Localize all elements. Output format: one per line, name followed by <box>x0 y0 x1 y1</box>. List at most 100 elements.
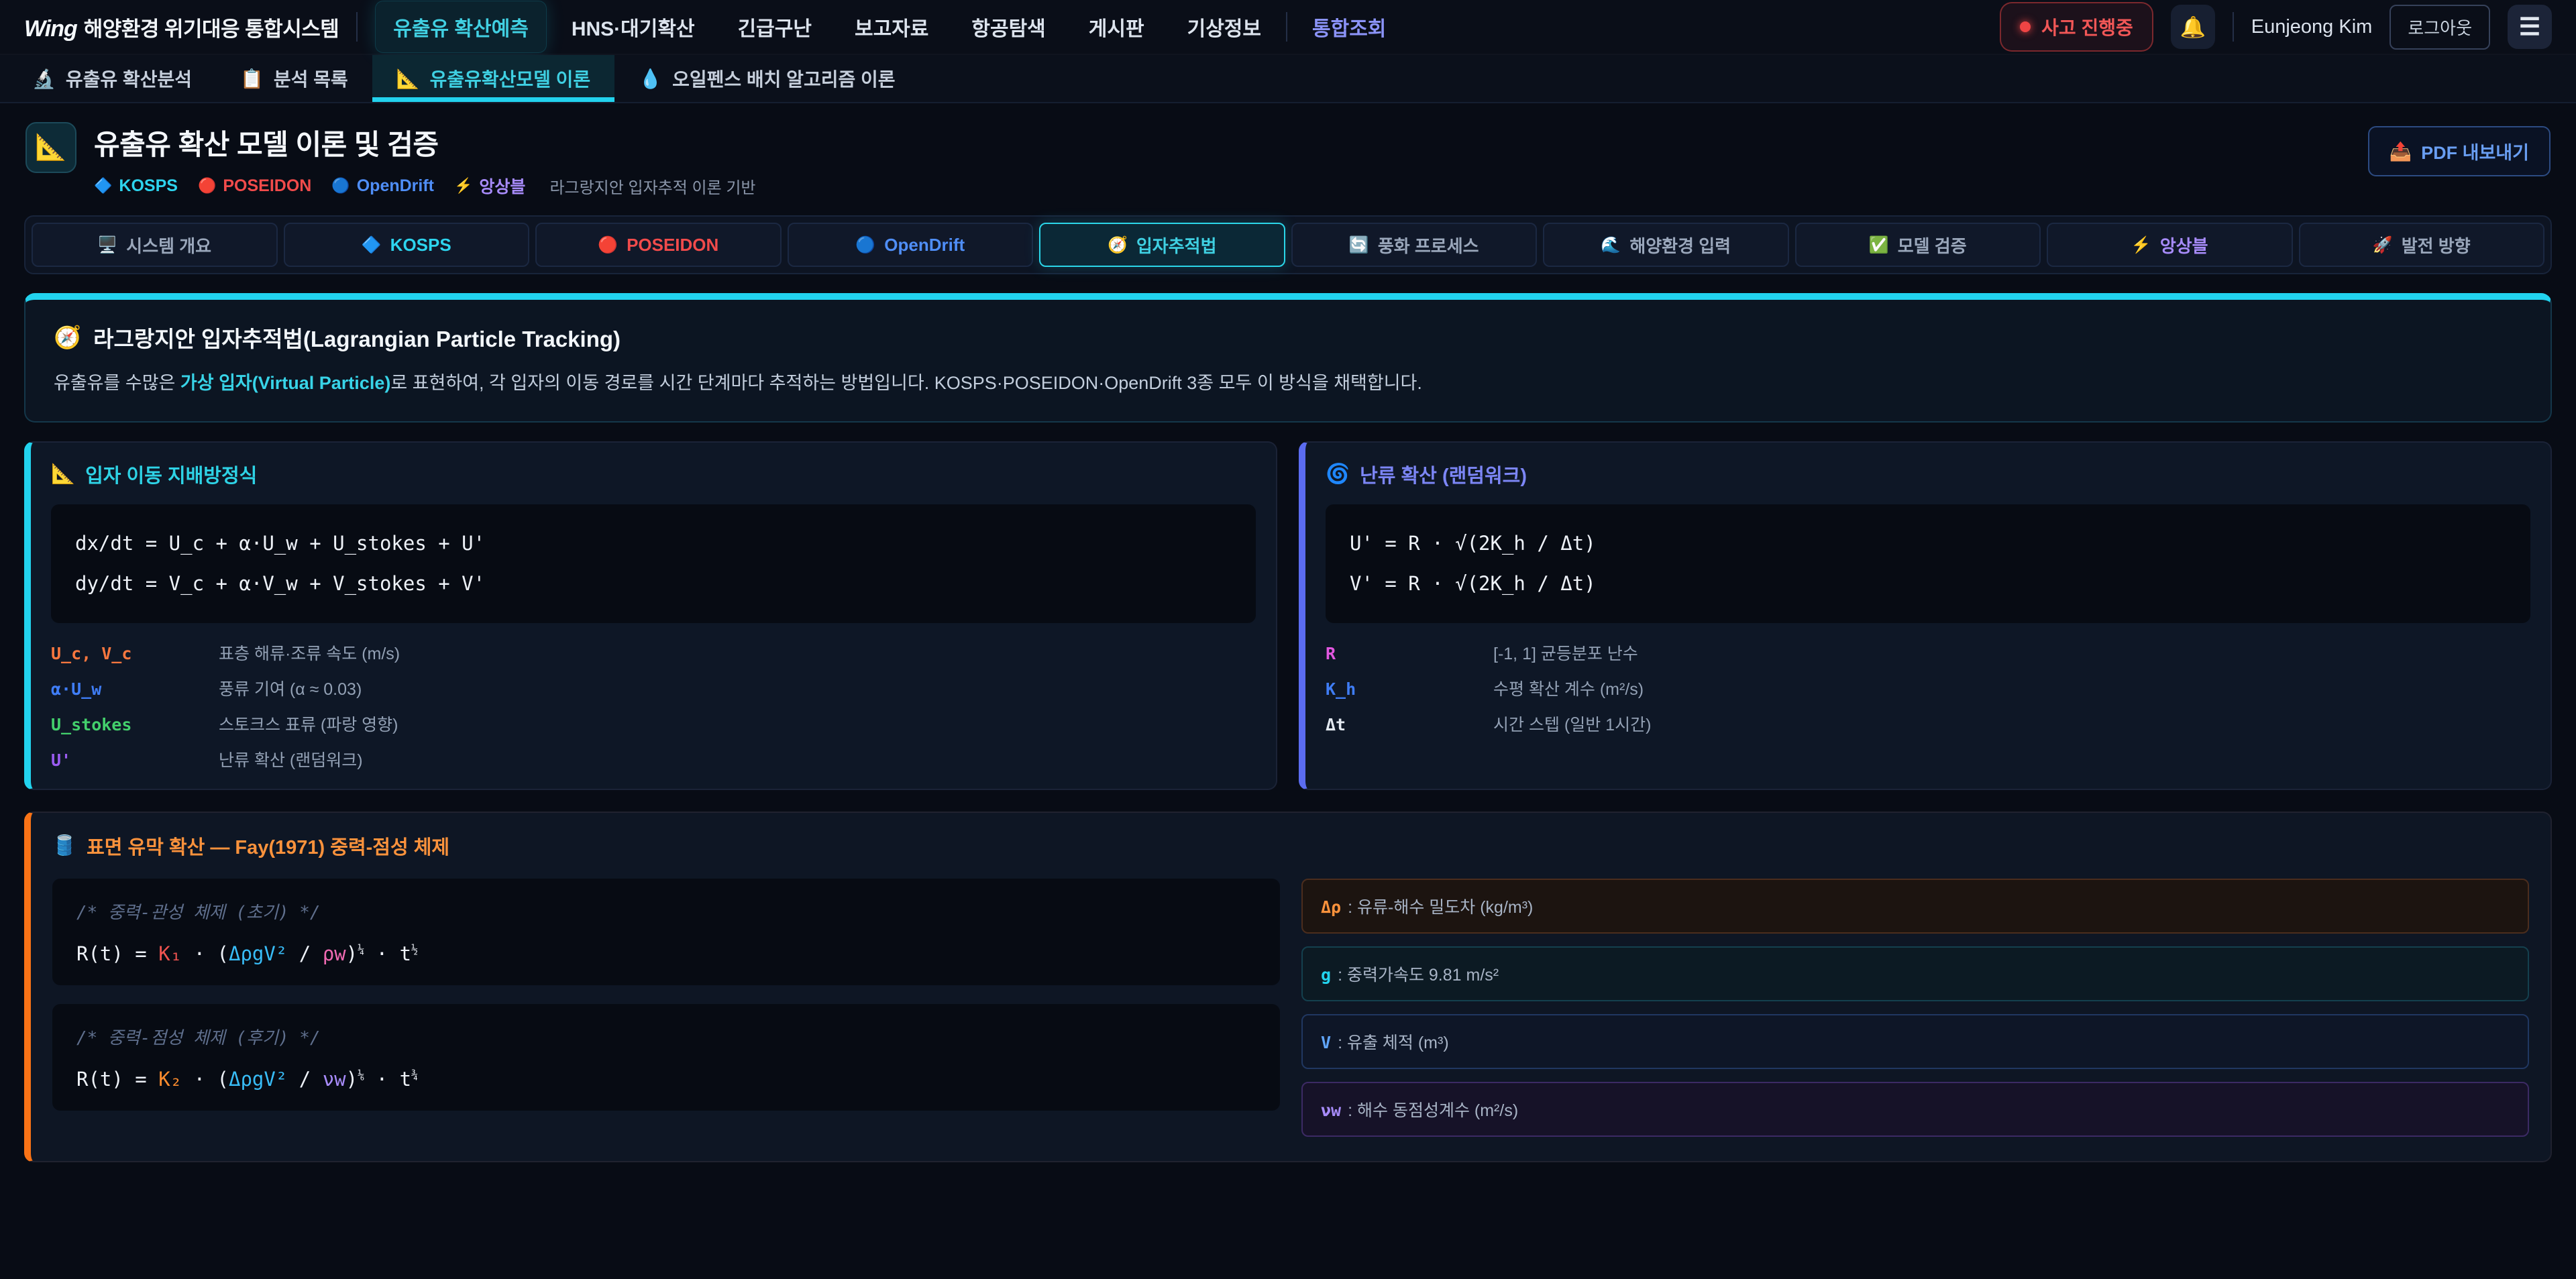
badge-ensemble: ⚡ 앙상블 <box>454 174 525 198</box>
divider <box>356 12 358 42</box>
main-nav: 유출유 확산예측 HNS·대기확산 긴급구난 보고자료 항공탐색 게시판 기상정… <box>375 1 1404 53</box>
chip-poseidon[interactable]: 🔴 POSEIDON <box>535 223 782 267</box>
code-comment: /* 중력-점성 체제 (후기) */ <box>76 1028 321 1049</box>
page-header: 📐 유출유 확산 모델 이론 및 검증 🔷 KOSPS 🔴 POSEIDON 🔵… <box>0 103 2576 209</box>
legend-row: α·U_w 풍류 기여 (α ≈ 0.03) <box>51 676 1256 700</box>
legend-row: R [-1, 1] 균등분포 난수 <box>1326 641 2530 665</box>
tab-analysis-list[interactable]: 📋 분석 목록 <box>216 55 372 102</box>
legend-row: Δt 시간 스텝 (일반 1시간) <box>1326 712 2530 736</box>
export-icon: 📤 <box>2389 141 2412 162</box>
tab-model-theory[interactable]: 📐 유출유확산모델 이론 <box>372 55 615 102</box>
nav-item-integrated-search[interactable]: 통합조회 <box>1312 18 1387 40</box>
section-chip-bar: 🖥️ 시스템 개요 🔷 KOSPS 🔴 POSEIDON 🔵 OpenDrift… <box>24 215 2552 274</box>
chip-label: KOSPS <box>390 234 451 255</box>
triangle-ruler-icon: 📐 <box>51 463 76 485</box>
legend-term: U_stokes <box>51 715 132 735</box>
param-term: V <box>1321 1033 1332 1053</box>
page-subtitle: 라그랑지안 입자추적 이론 기반 <box>549 178 756 197</box>
legend-term: U' <box>51 750 72 771</box>
chip-future-direction[interactable]: 🚀 발전 방향 <box>2298 223 2544 267</box>
chip-ensemble[interactable]: ⚡ 앙상블 <box>2047 223 2293 267</box>
legend-row: U_c, V_c 표층 해류·조류 속도 (m/s) <box>51 641 1256 665</box>
chip-label: 해양환경 입력 <box>1629 235 1731 256</box>
nav-item-oil-spill-prediction[interactable]: 유출유 확산예측 <box>375 1 547 53</box>
legend-desc: 시간 스텝 (일반 1시간) <box>1493 716 1652 735</box>
nav-item-weather-info[interactable]: 기상정보 <box>1187 18 1261 40</box>
code-line: U' = R · √(2K_h / Δt) <box>1350 531 1596 555</box>
tab-spill-analysis[interactable]: 🔬 유출유 확산분석 <box>8 55 216 102</box>
legend-row: K_h 수평 확산 계수 (m²/s) <box>1326 676 2530 700</box>
tab-oilfence-theory[interactable]: 💧 오일펜스 배치 알고리즘 이론 <box>614 55 919 102</box>
param-desc: : 해수 동점성계수 (m²/s) <box>1348 1101 1519 1121</box>
compass-icon: 🧭 <box>54 324 82 349</box>
nav-item-hns-atmospheric[interactable]: HNS·대기확산 <box>571 18 695 40</box>
computer-icon: 🖥️ <box>97 235 118 254</box>
page-title-icon-box: 📐 <box>25 122 76 173</box>
page-title: 유출유 확산 모델 이론 및 검증 <box>94 129 439 160</box>
app-logo: Wing 해양환경 위기대응 통합시스템 <box>24 12 339 42</box>
chip-opendrift[interactable]: 🔵 OpenDrift <box>787 223 1033 267</box>
code-comment: /* 중력-관성 체제 (초기) */ <box>76 903 321 924</box>
bell-icon: 🔔 <box>2180 15 2206 39</box>
refresh-icon: 🔄 <box>1348 235 1369 254</box>
chip-particle-tracking[interactable]: 🧭 입자추적법 <box>1039 223 1285 267</box>
lightning-icon: ⚡ <box>2131 235 2151 254</box>
fay-formula: R(t) = K₁ · (ΔρgV² / ρw)¼ · t½ <box>76 942 419 966</box>
legend-term: K_h <box>1326 679 1356 700</box>
lagrangian-description: 유출유를 수많은 가상 입자(Virtual Particle)로 표현하여, … <box>54 370 2522 397</box>
code-line: V' = R · √(2K_h / Δt) <box>1350 572 1596 596</box>
oil-barrel-icon: 🛢️ <box>52 835 77 857</box>
nav-item-reports[interactable]: 보고자료 <box>854 18 929 40</box>
chip-label: 모델 검증 <box>1897 235 1967 256</box>
incident-dot-icon <box>2020 21 2031 32</box>
turbulence-card: 🌀 난류 확산 (랜덤워크) U' = R · √(2K_h / Δt) V' … <box>1299 441 2552 791</box>
nav-item-board[interactable]: 게시판 <box>1088 18 1144 40</box>
param-density-difference: Δρ : 유류-해수 밀도차 (kg/m³) <box>1301 879 2529 934</box>
pdf-export-label: PDF 내보내기 <box>2421 143 2529 163</box>
divider <box>2232 12 2234 42</box>
legend-term: U_c, V_c <box>51 644 132 664</box>
legend-desc: 난류 확산 (랜덤워크) <box>219 751 363 771</box>
param-gravity: g : 중력가속도 9.81 m/s² <box>1301 946 2529 1002</box>
param-desc: : 유류-해수 밀도차 (kg/m³) <box>1348 898 1534 917</box>
param-term: g <box>1321 965 1332 985</box>
triangle-ruler-icon: 📐 <box>396 68 420 89</box>
chip-model-validation[interactable]: ✅ 모델 검증 <box>1794 223 2041 267</box>
notification-button[interactable]: 🔔 <box>2170 5 2215 49</box>
pdf-export-button[interactable]: 📤 PDF 내보내기 <box>2367 126 2551 176</box>
app-title: 해양환경 위기대응 통합시스템 <box>83 17 339 41</box>
governing-legend: U_c, V_c 표층 해류·조류 속도 (m/s) α·U_w 풍류 기여 (… <box>51 641 1256 771</box>
description-text: 유출유를 수많은 <box>54 373 180 393</box>
nav-item-aerial-search[interactable]: 항공탐색 <box>971 18 1046 40</box>
chip-label: OpenDrift <box>884 234 965 255</box>
chip-label: POSEIDON <box>627 234 719 255</box>
chip-kosps[interactable]: 🔷 KOSPS <box>283 223 529 267</box>
incident-status-label: 사고 진행중 <box>2041 17 2133 38</box>
chip-weathering-process[interactable]: 🔄 풍화 프로세스 <box>1291 223 1537 267</box>
droplet-icon: 💧 <box>639 68 663 89</box>
badge-label: KOSPS <box>119 176 178 195</box>
triangle-ruler-icon: 📐 <box>35 133 67 162</box>
lagrangian-intro-card: 🧭 라그랑지안 입자추적법(Lagrangian Particle Tracki… <box>24 293 2552 423</box>
blue-circle-icon: 🔵 <box>855 235 876 254</box>
param-term: νw <box>1321 1101 1342 1121</box>
turbulence-legend: R [-1, 1] 균등분포 난수 K_h 수평 확산 계수 (m²/s) Δt… <box>1326 641 2530 736</box>
card-title-text: 입자 이동 지배방정식 <box>85 465 258 487</box>
wave-icon: 🌊 <box>1601 235 1621 254</box>
chip-label: 앙상블 <box>2159 235 2208 256</box>
badge-label: OpenDrift <box>356 176 435 195</box>
incident-status-badge[interactable]: 사고 진행중 <box>2000 2 2153 52</box>
rocket-icon: 🚀 <box>2372 235 2393 254</box>
chip-ocean-environment-input[interactable]: 🌊 해양환경 입력 <box>1543 223 1789 267</box>
nav-item-emergency-rescue[interactable]: 긴급구난 <box>737 18 812 40</box>
chip-label: 입자추적법 <box>1136 235 1217 256</box>
governing-equation-card: 📐 입자 이동 지배방정식 dx/dt = U_c + α·U_w + U_st… <box>24 441 1277 791</box>
param-term: Δρ <box>1321 897 1342 917</box>
hamburger-icon: ☰ <box>2518 13 2541 40</box>
legend-term: α·U_w <box>51 679 102 700</box>
blue-circle-icon: 🔵 <box>331 177 350 194</box>
logout-button[interactable]: 로그아웃 <box>2390 4 2490 50</box>
chip-system-overview[interactable]: 🖥️ 시스템 개요 <box>32 223 278 267</box>
chip-label: 시스템 개요 <box>126 235 212 256</box>
menu-button[interactable]: ☰ <box>2508 5 2552 49</box>
